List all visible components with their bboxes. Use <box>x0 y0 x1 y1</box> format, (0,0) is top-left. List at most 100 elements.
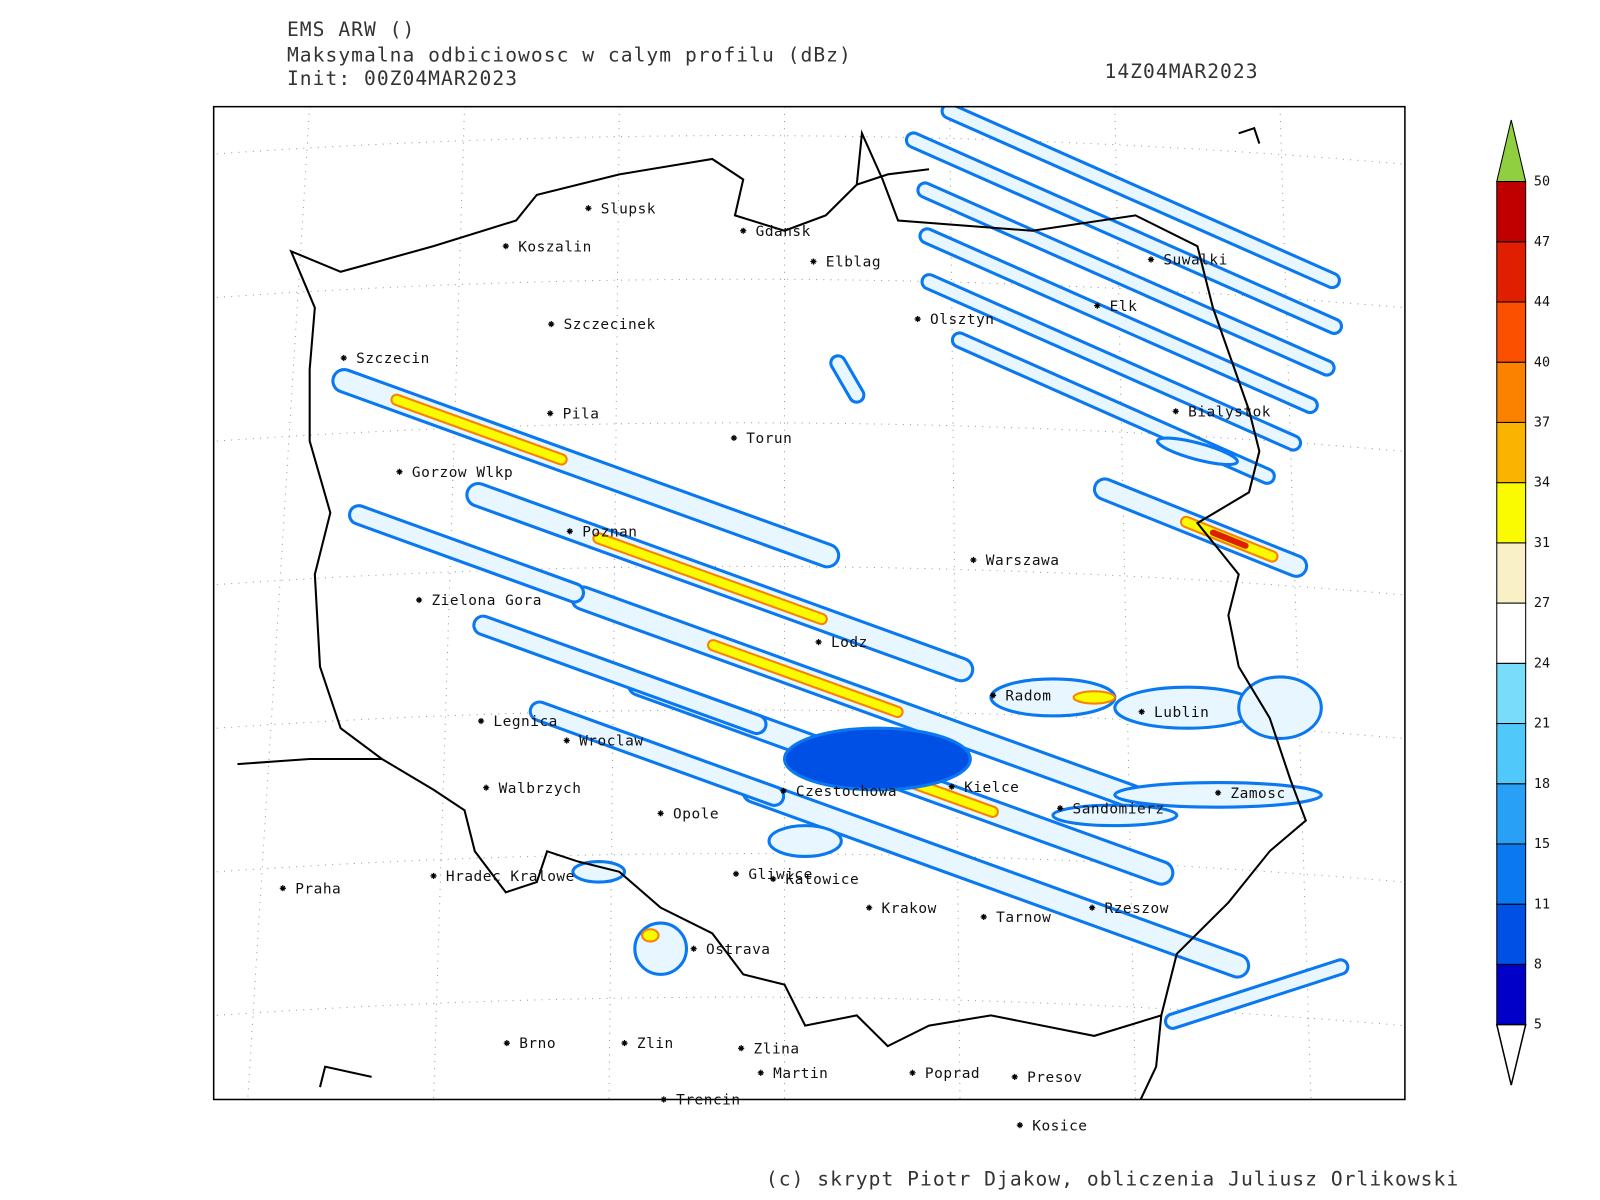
city-marker <box>740 227 747 234</box>
city-marker <box>980 913 987 920</box>
city-marker <box>1057 805 1064 812</box>
city-label: Martin <box>773 1066 828 1082</box>
city-label: Warszawa <box>986 553 1060 569</box>
colorbar-tick-label: 47 <box>1534 235 1550 250</box>
city-marker <box>566 528 573 535</box>
colorbar-tick-label: 27 <box>1534 596 1550 611</box>
city-marker <box>770 875 777 883</box>
city-marker <box>815 638 822 646</box>
city-marker <box>989 692 997 699</box>
city-marker <box>1214 789 1222 796</box>
city-label: Ostrava <box>706 942 770 958</box>
city-marker <box>585 205 592 212</box>
colorbar-band <box>1496 181 1527 243</box>
borders <box>237 126 1308 1100</box>
colorbar-tick-label: 21 <box>1534 717 1550 732</box>
city-label: Zlina <box>754 1041 800 1057</box>
colorbar-tick-label: 8 <box>1534 958 1542 973</box>
city-marker <box>416 596 423 604</box>
colorbar-band <box>1496 662 1527 725</box>
city-marker <box>503 1040 510 1047</box>
city-label: Rzeszow <box>1105 901 1169 917</box>
colorbar-band <box>1496 421 1527 484</box>
map-frame: Slupsk Koszalin Gdansk Elblag Suwalki Elk Olsz… <box>212 105 1406 1101</box>
city-marker <box>660 1096 667 1103</box>
city-marker <box>866 904 873 911</box>
colorbar-tick-label: 15 <box>1534 837 1550 852</box>
city-label: Presov <box>1027 1070 1082 1086</box>
city-label: Koszalin <box>518 239 592 255</box>
city-label: Wroclaw <box>579 734 643 750</box>
city-label: Kielce <box>964 780 1019 796</box>
colorbar: 5 8 11 15 18 21 24 27 31 34 37 40 44 47 50 <box>1495 119 1550 1086</box>
city-label: Suwalki <box>1163 253 1227 269</box>
colorbar-tick-label: 44 <box>1534 295 1550 310</box>
city-label: Trencin <box>676 1093 740 1109</box>
city-marker <box>563 737 570 744</box>
colorbar-tick-label: 37 <box>1534 416 1550 431</box>
city-label: Radom <box>1005 689 1051 705</box>
city-label: Slupsk <box>601 201 656 217</box>
city-marker <box>780 787 787 794</box>
city-label: Poprad <box>925 1066 980 1082</box>
city-marker <box>1089 904 1096 911</box>
city-marker <box>732 870 740 877</box>
city-label: Poznan <box>582 524 637 540</box>
city-label: Tarnow <box>996 910 1051 926</box>
city-label: Gliwice <box>748 867 812 883</box>
colorbar-under <box>1495 1023 1527 1086</box>
city-label: Opole <box>673 807 719 823</box>
colorbar-band <box>1496 241 1527 303</box>
init-time: Init: 00Z04MAR2023 <box>287 67 518 90</box>
city-marker <box>914 315 921 323</box>
city-label: Torun <box>746 431 792 447</box>
colorbar-band <box>1496 301 1527 363</box>
colorbar-tick-label: 18 <box>1534 777 1550 792</box>
colorbar-band <box>1496 903 1527 965</box>
city-labels: Slupsk Koszalin Gdansk Elblag Suwalki Elk Olsz… <box>279 201 1285 1086</box>
colorbar-band <box>1496 542 1527 604</box>
city-label: Czestochowa <box>796 784 897 800</box>
colorbar-tick-label: 40 <box>1534 355 1550 370</box>
city-label: Gdansk <box>756 224 811 240</box>
city-marker <box>810 258 817 265</box>
title: EMS ARW () <box>287 18 415 41</box>
colorbar-band <box>1496 783 1527 845</box>
city-label: Sandomierz <box>1073 801 1165 817</box>
city-marker <box>1011 1073 1018 1080</box>
colorbar-over <box>1496 119 1527 183</box>
city-label: Praha <box>295 881 341 897</box>
city-marker <box>483 784 490 791</box>
city-label: Zamosc <box>1230 786 1285 802</box>
colorbar-tick-label: 34 <box>1534 476 1550 491</box>
city-marker <box>548 321 555 328</box>
colorbar-band <box>1496 843 1527 905</box>
city-label: Pila <box>563 407 600 423</box>
city-label: Legnica <box>493 714 557 730</box>
city-marker <box>690 945 697 952</box>
credits: (c) skrypt Piotr Djakow, obliczenia Juli… <box>766 1168 1459 1191</box>
city-marker <box>430 872 437 879</box>
colorbar-band <box>1496 361 1527 423</box>
colorbar-tick-label: 50 <box>1534 175 1550 190</box>
colorbar-tick-label: 24 <box>1534 656 1550 671</box>
city-label: Katowice <box>786 872 860 888</box>
reflectivity <box>331 106 1350 1030</box>
colorbar-band <box>1496 482 1527 544</box>
colorbar-band <box>1496 602 1527 664</box>
city-marker <box>1016 1122 1023 1129</box>
city-label: Kosice <box>1032 1118 1087 1134</box>
city-label: Zielona Gora <box>431 593 541 609</box>
city-marker <box>340 354 347 362</box>
colorbar-tick-label: 5 <box>1534 1018 1542 1033</box>
city-label: Lodz <box>831 635 868 651</box>
city-marker <box>1172 408 1179 415</box>
city-marker <box>909 1069 916 1076</box>
city-marker <box>738 1045 745 1052</box>
city-label: Bialystok <box>1188 404 1271 420</box>
city-label: Hradec Kralowe <box>446 869 575 885</box>
valid-time: 14Z04MAR2023 <box>1105 60 1259 83</box>
city-marker <box>1147 256 1155 263</box>
city-marker <box>547 410 554 417</box>
city-label: Walbrzych <box>499 781 582 797</box>
